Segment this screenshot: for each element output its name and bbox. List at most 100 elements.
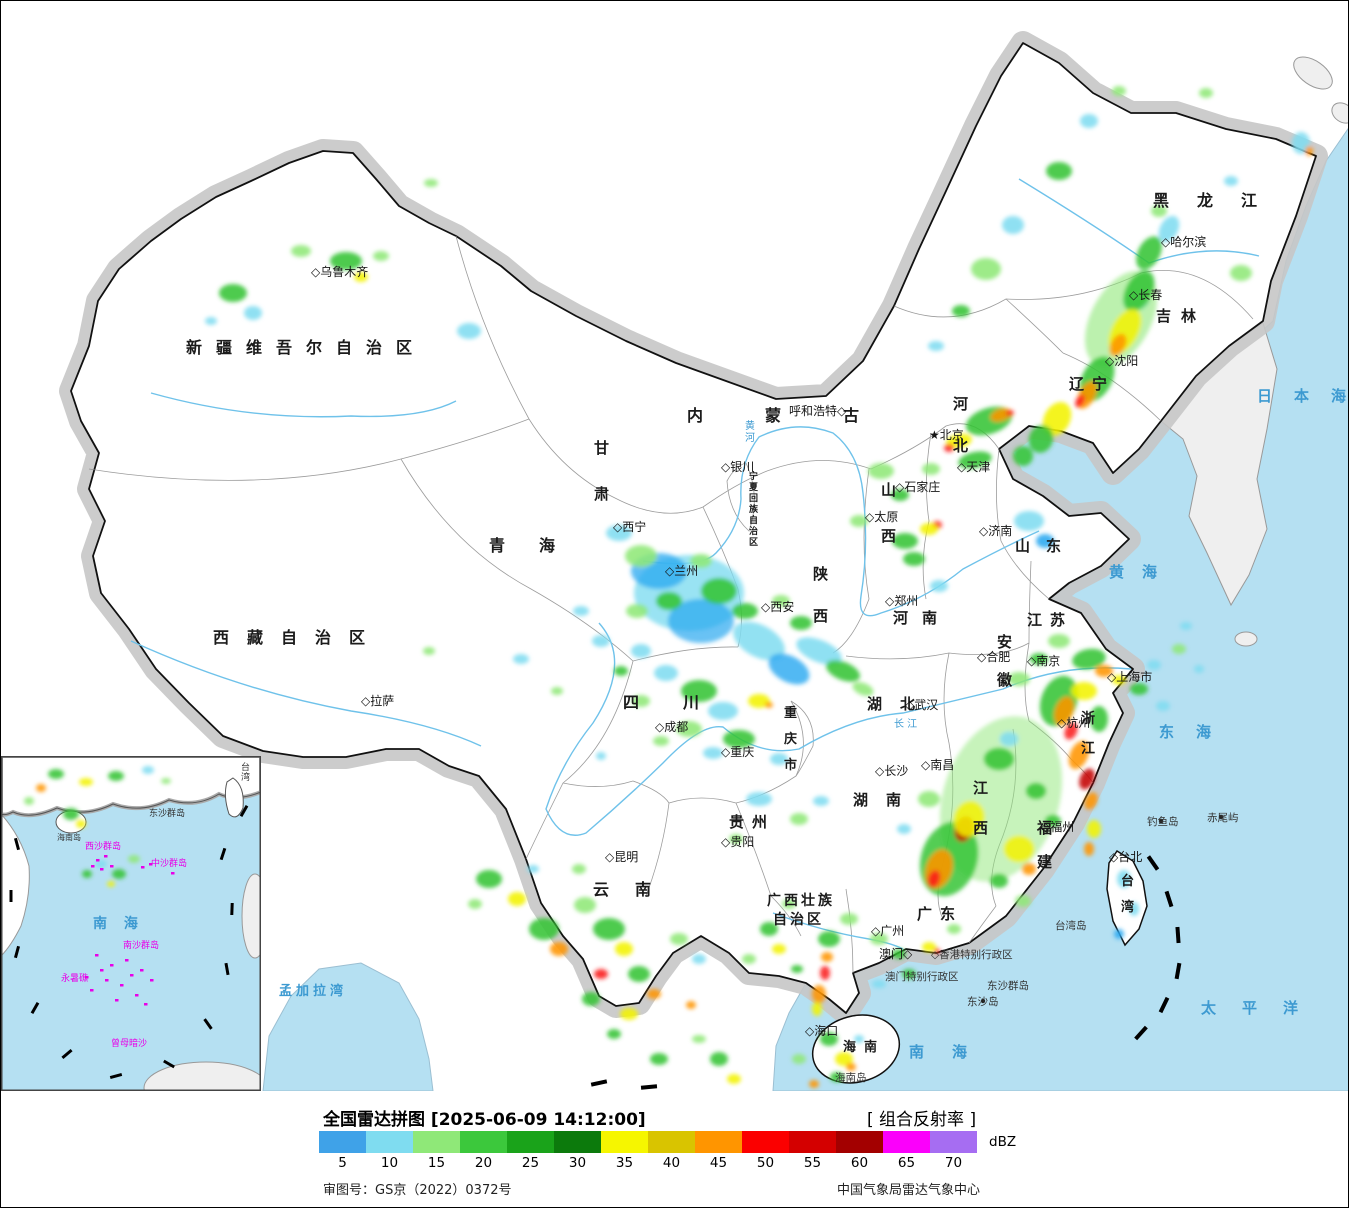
radar-echo: [903, 552, 925, 566]
tiny-label: 澳门特别行政区: [885, 970, 959, 983]
radar-echo: [990, 874, 1008, 888]
province-label: 内蒙古: [687, 406, 921, 425]
radar-echo: [1114, 929, 1124, 939]
colorbar-cell-35: [601, 1131, 648, 1153]
inset-vietnam: [1, 813, 30, 957]
radar-echo: [1194, 665, 1204, 673]
radar-echo: [1026, 783, 1046, 799]
sea-label: 日本海: [1257, 387, 1349, 405]
radar-echo: [670, 933, 688, 945]
colorbar-cell-55: [789, 1131, 836, 1153]
radar-echo: [772, 595, 790, 607]
province-label: 湖南: [853, 791, 919, 809]
colorbar-value: 5: [338, 1155, 347, 1171]
boundary-dash: [239, 805, 249, 817]
sea-label: 黄海: [1109, 563, 1175, 581]
radar-echo: [574, 897, 596, 913]
city-label: ◇台北: [1109, 849, 1142, 864]
city-label: ◇重庆: [721, 745, 754, 759]
inset-label: 海南岛: [57, 832, 81, 842]
radar-echo: [1230, 265, 1252, 281]
city-label: 呼和浩特◇: [789, 403, 847, 418]
colorbar-value: 55: [803, 1155, 822, 1171]
radar-echo: [82, 870, 92, 878]
radar-echo: [870, 933, 888, 945]
radar-echo: [792, 1054, 806, 1064]
radar-echo: [128, 855, 140, 863]
radar-echo: [825, 660, 861, 682]
province-label: 宁夏回族自治区: [748, 470, 759, 548]
radar-echo: [1079, 768, 1095, 790]
radar-echo: [647, 989, 661, 999]
inset-island-mark: [90, 989, 94, 992]
boundary-dash: [219, 847, 227, 861]
radar-echo: [676, 721, 702, 737]
radar-echo: [594, 969, 608, 979]
radar-echo: [36, 784, 46, 792]
inset-mainland-coast-line: [1, 791, 261, 816]
inset-label: 东沙群岛: [149, 807, 185, 819]
radar-echo: [830, 1072, 844, 1082]
boundary-dash: [109, 1072, 123, 1080]
radar-echo: [947, 924, 961, 934]
province-label: 西藏自治区: [213, 628, 383, 647]
tiny-label: 赤尾屿: [1207, 812, 1239, 824]
colorbar-cell-60: [836, 1131, 883, 1153]
city-label: ◇武汉: [905, 698, 938, 712]
radar-echo: [1013, 446, 1033, 466]
inset-island-mark: [171, 872, 175, 875]
colorbar-value: 65: [897, 1155, 916, 1171]
city-label: ◇兰州: [665, 564, 698, 578]
radar-echo: [746, 792, 772, 806]
colorbar-value: 10: [380, 1155, 399, 1171]
radar-echo: [854, 1035, 864, 1043]
inset-island-mark: [100, 868, 104, 871]
inset-label: 中沙群岛: [151, 857, 187, 869]
radar-echo: [897, 824, 911, 834]
radar-echo: [205, 317, 217, 325]
radar-echo: [1147, 660, 1161, 670]
radar-echo: [835, 1052, 853, 1066]
province-label: 河南: [893, 609, 951, 627]
radar-echo: [1136, 236, 1162, 270]
radar-echo: [468, 899, 482, 909]
radar-echo: [1109, 333, 1127, 357]
radar-echo: [1004, 836, 1034, 862]
sea-label: 东海: [1159, 723, 1233, 741]
yarlung-river: [130, 640, 482, 747]
island-dot: [1158, 818, 1164, 824]
radar-echo: [1028, 425, 1054, 453]
radar-echo: [703, 747, 723, 759]
city-label: ◇天津: [957, 460, 990, 474]
radar-echo: [582, 992, 600, 1006]
radar-echo: [732, 603, 758, 619]
city-label: ◇长春: [1129, 288, 1162, 302]
city-label: ◇贵阳: [721, 835, 754, 849]
radar-echo: [971, 258, 1001, 280]
radar-echo: [63, 808, 79, 820]
inset-island-mark: [135, 994, 139, 997]
province-label: 广西壮族: [767, 892, 835, 909]
province-label: 安徽: [996, 633, 1013, 689]
radar-echo: [1008, 672, 1030, 686]
radar-echo: [868, 463, 894, 479]
radar-echo: [606, 525, 632, 541]
radar-echo: [1048, 634, 1070, 648]
colorbar-value: 70: [944, 1155, 963, 1171]
island-dot: [980, 998, 986, 1004]
radar-echo: [1054, 696, 1074, 726]
city-label: ◇哈尔滨: [1161, 234, 1206, 249]
sea-label: 南海: [909, 1043, 995, 1061]
city-label: ◇海口: [805, 1023, 838, 1038]
colorbar-values: 5 10 15 20 25 30 35 40 45 50 55 60 65 70: [319, 1155, 977, 1171]
colorbar-value: 15: [427, 1155, 446, 1171]
city-label: ◇济南: [979, 523, 1012, 538]
radar-echo: [1305, 146, 1313, 156]
radar-echo: [112, 869, 126, 879]
jeju-island: [1234, 631, 1258, 647]
province-label: 四川: [623, 693, 743, 712]
city-label: ★北京: [929, 428, 964, 442]
radar-echo: [1015, 895, 1031, 907]
radar-echo: [550, 942, 568, 956]
